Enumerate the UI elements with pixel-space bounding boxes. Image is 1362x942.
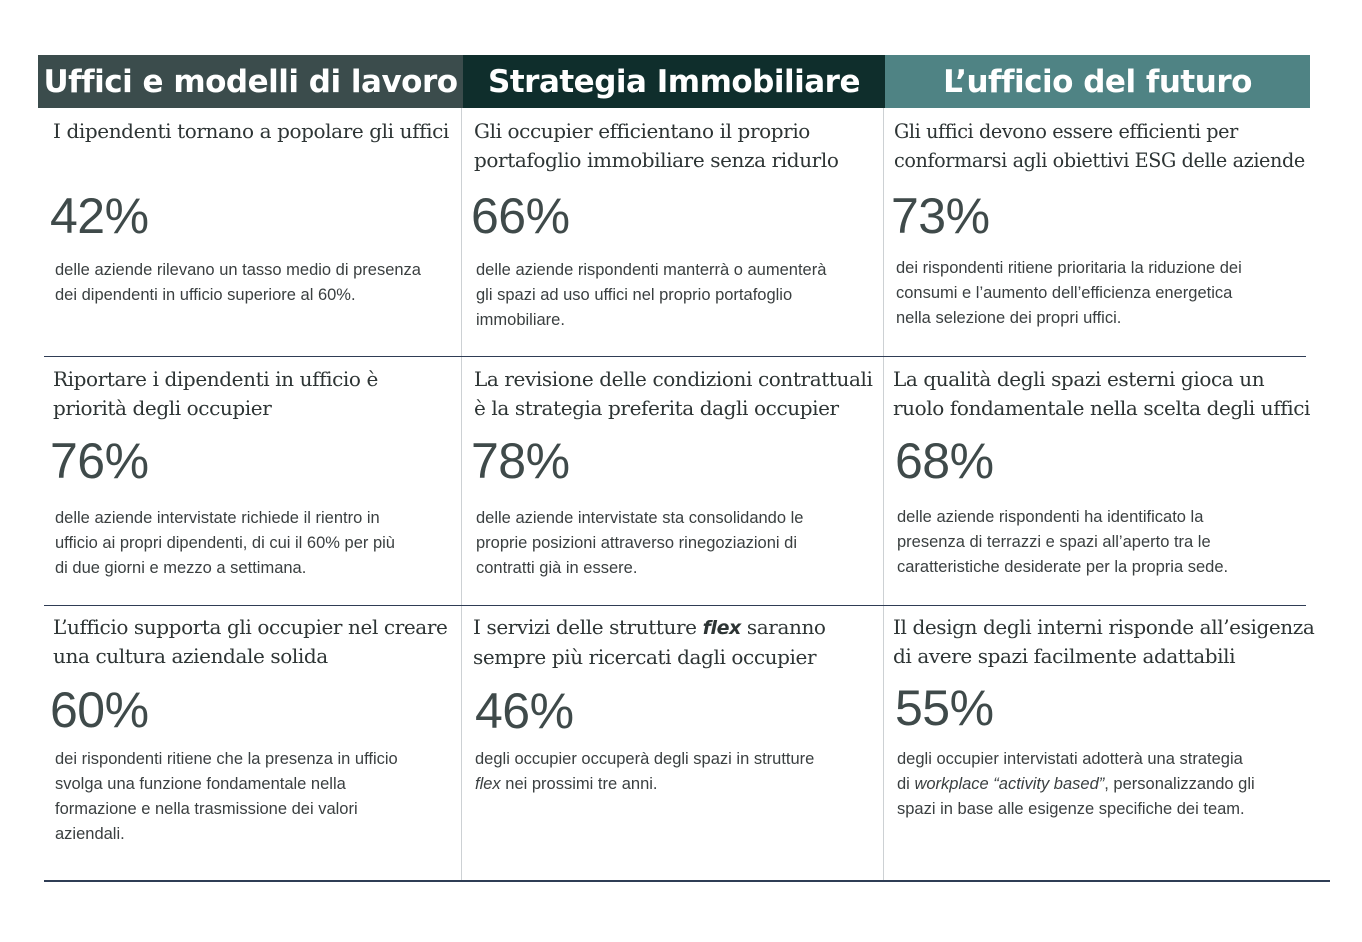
stat-card: La revisione delle condizioni contrattua…: [471, 365, 879, 600]
card-description: delle aziende intervistate sta consolida…: [476, 509, 804, 577]
card-title: I dipendenti tornano a popolare gli uffi…: [53, 119, 449, 143]
card-title: Il design degli interni risponde all’esi…: [893, 615, 1315, 668]
stat-card: Il design degli interni risponde all’esi…: [893, 613, 1315, 875]
column-divider: [883, 108, 884, 881]
stat-card: I servizi delle strutture flex saranno s…: [473, 613, 878, 875]
column-divider: [461, 108, 462, 881]
card-title: Riportare i dipendenti in ufficio è prio…: [53, 367, 378, 420]
card-description: delle aziende rilevano un tasso medio di…: [55, 261, 421, 304]
column-header-strategia-immobiliare: Strategia Immobiliare: [463, 55, 885, 108]
stat-value: 66%: [471, 188, 570, 244]
stat-card: L’ufficio supporta gli occupier nel crea…: [50, 613, 458, 875]
workplace-emphasis: workplace “activity based”: [914, 775, 1105, 793]
stat-card: La qualità degli spazi esterni gioca un …: [893, 365, 1311, 600]
stat-value: 60%: [50, 682, 149, 738]
card-description: degli occupier intervistati adotterà una…: [897, 750, 1255, 818]
stat-value: 73%: [891, 188, 990, 244]
card-description: delle aziende rispondenti ha identificat…: [897, 508, 1229, 576]
stat-value: 42%: [50, 188, 149, 244]
stat-value: 68%: [895, 433, 994, 489]
row-divider: [44, 356, 1306, 357]
flex-emphasis: flex: [702, 617, 742, 639]
stat-value: 78%: [471, 433, 570, 489]
card-description: dei rispondenti ritiene che la presenza …: [55, 750, 398, 843]
card-title: Gli occupier efficientano il proprio por…: [474, 119, 839, 172]
card-title: La qualità degli spazi esterni gioca un …: [893, 367, 1311, 420]
stat-card: Gli occupier efficientano il proprio por…: [471, 117, 879, 352]
card-description: degli occupier occuperà degli spazi in s…: [475, 750, 815, 793]
row-divider: [44, 605, 1306, 606]
column-header-ufficio-futuro: L’ufficio del futuro: [885, 55, 1310, 108]
stat-value: 55%: [895, 680, 994, 736]
bottom-rule: [44, 880, 1330, 882]
card-title: I servizi delle strutture flex saranno s…: [473, 615, 826, 669]
column-header-uffici-modelli-lavoro: Uffici e modelli di lavoro: [38, 55, 463, 108]
stat-card: I dipendenti tornano a popolare gli uffi…: [50, 117, 458, 352]
card-description: delle aziende rispondenti manterrà o aum…: [476, 261, 827, 329]
card-description: dei rispondenti ritiene prioritaria la r…: [896, 259, 1242, 327]
card-title: La revisione delle condizioni contrattua…: [474, 367, 873, 420]
stat-card: Gli uffici devono essere efficienti per …: [891, 117, 1309, 352]
card-title: Gli uffici devono essere efficienti per …: [894, 120, 1305, 172]
stat-value: 46%: [475, 683, 574, 739]
card-title: L’ufficio supporta gli occupier nel crea…: [53, 615, 448, 668]
stat-value: 76%: [50, 433, 149, 489]
card-description: delle aziende intervistate richiede il r…: [55, 509, 395, 577]
stat-card: Riportare i dipendenti in ufficio è prio…: [50, 365, 458, 600]
flex-emphasis: flex: [475, 775, 501, 793]
